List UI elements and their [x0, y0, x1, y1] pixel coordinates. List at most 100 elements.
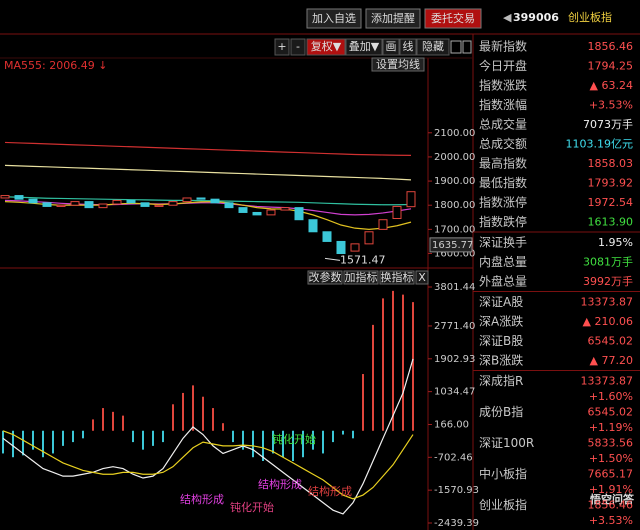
row-label: 深成指R — [479, 373, 523, 388]
row-label: 深证100R — [479, 436, 534, 450]
stock-code: 399006 — [513, 11, 559, 24]
y-tick-label: -702.46 — [434, 452, 473, 463]
top-button[interactable] — [306, 8, 362, 29]
toolbar-button-text: - — [296, 40, 300, 53]
row-value: ▲ 210.06 — [583, 315, 633, 328]
toolbar-button-text: 画 — [386, 40, 397, 53]
y-tick-label: 1034.47 — [434, 387, 475, 398]
ma-line — [4, 141, 412, 156]
row-label: 最低指数 — [479, 175, 527, 190]
row-change: +1.60% — [589, 390, 633, 403]
candle — [280, 207, 290, 211]
candle — [336, 240, 346, 255]
row-change: +1.91% — [589, 483, 633, 496]
indicator-button-text: 改参数 — [309, 270, 342, 284]
row-value: ▲ 77.20 — [590, 354, 633, 367]
toolbar-button[interactable] — [399, 38, 417, 56]
row-value: 13373.87 — [581, 375, 634, 388]
candle — [196, 197, 206, 200]
annotation: 结构形成 — [308, 484, 352, 498]
toolbar-button[interactable] — [345, 38, 383, 56]
top-button-text: 委托交易 — [431, 11, 475, 25]
row-value: 6545.02 — [588, 406, 634, 419]
indicator-button[interactable] — [307, 270, 343, 285]
row-value: +3.53% — [589, 99, 633, 112]
macd-line — [2, 430, 414, 500]
row-value: 1613.90 — [588, 216, 634, 229]
candle — [182, 197, 192, 203]
y-tick-label: 1700.00 — [434, 224, 475, 235]
y-tick-label: 2100.00 — [434, 128, 475, 139]
y-tick-label: 1600.00 — [434, 249, 475, 260]
indicator-button[interactable] — [379, 270, 415, 285]
candle — [406, 191, 416, 208]
row-value: 1.95% — [598, 236, 633, 249]
row-label: 指数涨停 — [479, 195, 527, 210]
toolbar-icon[interactable] — [462, 40, 472, 54]
row-label: 中小板指 — [479, 466, 527, 481]
candle — [0, 195, 10, 199]
toolbar-button-text: 叠加▼ — [349, 40, 380, 53]
candle — [378, 219, 388, 230]
row-change: +1.19% — [589, 421, 633, 434]
candle — [154, 204, 164, 207]
candle — [112, 199, 122, 205]
row-label: 指数跌停 — [479, 214, 527, 229]
row-value: ▲ 63.24 — [590, 79, 633, 92]
row-value: 1858.03 — [588, 157, 634, 170]
y-tick-label: 166.00 — [434, 419, 469, 430]
candle — [210, 198, 220, 204]
toolbar-button[interactable] — [290, 38, 306, 56]
candle — [308, 219, 318, 233]
ma-label: MA555: 2006.49 ↓ — [4, 59, 107, 72]
candle — [126, 199, 136, 204]
indicator-button[interactable] — [415, 270, 429, 285]
top-button[interactable] — [365, 8, 421, 29]
toolbar-button-text: 线 — [403, 39, 414, 53]
indicator-button[interactable] — [343, 270, 379, 285]
candle — [70, 201, 80, 206]
row-label: 成份B指 — [479, 404, 523, 419]
toolbar-icon[interactable] — [450, 40, 462, 54]
toolbar-button[interactable] — [306, 38, 346, 56]
row-value: 13373.87 — [581, 296, 634, 309]
row-label: 总成交额 — [479, 136, 527, 151]
row-change: +1.50% — [589, 452, 633, 465]
row-label: 深证换手 — [479, 236, 527, 250]
row-label: 外盘总量 — [479, 274, 527, 289]
candle — [350, 243, 360, 252]
y-tick-label: 1902.93 — [434, 354, 475, 365]
row-label: 指数涨跌 — [479, 78, 527, 93]
top-button-text: 加入自选 — [312, 12, 356, 25]
toolbar-button[interactable] — [416, 38, 450, 56]
low-label: 1571.47 — [340, 253, 386, 266]
annotation: 钝化开始 — [230, 500, 274, 514]
row-label: 今日开盘 — [479, 58, 527, 73]
candle — [252, 211, 262, 216]
candle — [140, 202, 150, 207]
y-tick-label: 2771.40 — [434, 321, 475, 332]
y-tick-label: 2000.00 — [434, 152, 475, 163]
row-label: 创业板指 — [479, 497, 527, 512]
candle — [238, 207, 248, 213]
toolbar-button-text: + — [277, 40, 286, 53]
top-button[interactable] — [424, 8, 482, 29]
row-value: 1793.92 — [588, 177, 634, 190]
macd-line — [2, 358, 414, 515]
toolbar-button[interactable] — [274, 38, 290, 56]
back-icon[interactable]: ◀ — [503, 11, 512, 24]
candle — [28, 198, 38, 204]
row-value: 1856.46 — [588, 499, 634, 512]
ma-line — [4, 164, 412, 181]
settings-button[interactable] — [371, 57, 425, 72]
toolbar-button[interactable] — [382, 38, 400, 56]
y-tick-label: -2439.39 — [434, 518, 479, 529]
annotation: 结构形成 — [180, 492, 224, 506]
row-value: 1856.46 — [588, 40, 634, 53]
row-label: 内盘总量 — [479, 254, 527, 269]
row-label: 最高指数 — [479, 156, 527, 171]
indicator-button-text: 加指标 — [345, 270, 378, 284]
row-value: 7073万手 — [583, 117, 633, 131]
